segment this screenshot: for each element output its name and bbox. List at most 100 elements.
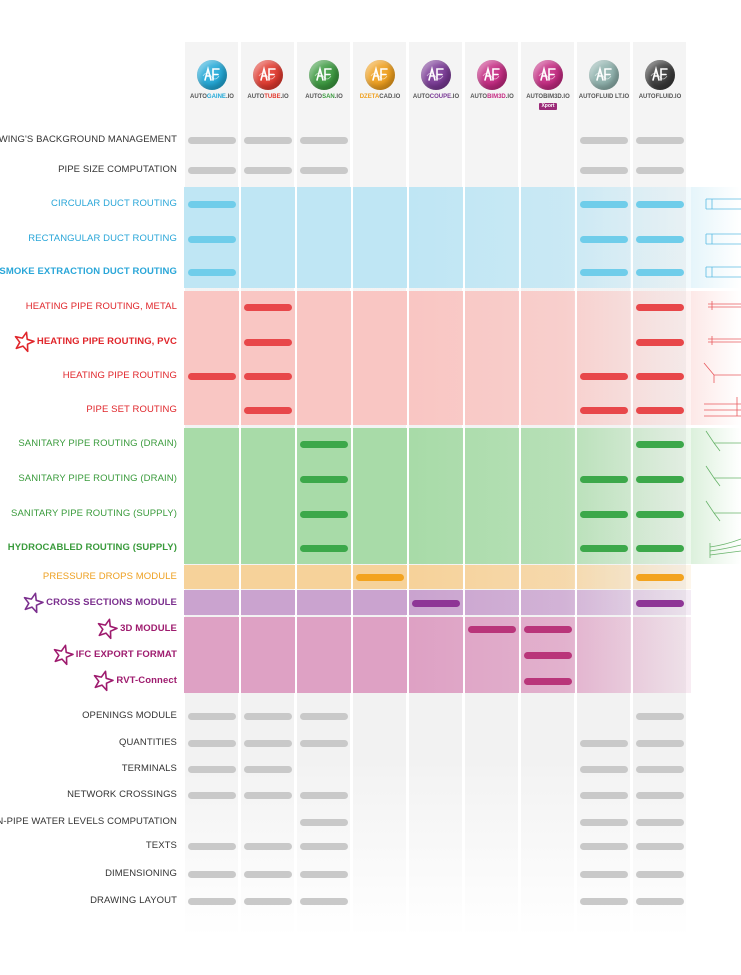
feature-availability-mark	[244, 713, 292, 720]
feature-label: SMOKE EXTRACTION DUCT ROUTING	[0, 266, 177, 277]
feature-availability-mark	[636, 304, 684, 311]
feature-availability-mark	[300, 476, 348, 483]
band-red	[184, 291, 691, 425]
product-logo-icon	[365, 60, 395, 90]
feature-availability-mark	[188, 766, 236, 773]
feature-availability-mark	[188, 713, 236, 720]
feature-availability-mark	[580, 373, 628, 380]
feature-label: QUANTITIES	[118, 737, 177, 748]
feature-label: HEATING PIPE ROUTING, METAL	[25, 301, 177, 312]
column-divider	[295, 291, 297, 425]
product-name-suffix: DZETA	[359, 94, 380, 100]
feature-availability-mark	[244, 137, 292, 144]
column-divider	[351, 291, 353, 425]
feature-thumbnail-icon	[700, 533, 741, 563]
column-divider	[631, 428, 633, 564]
product-name: AUTOBIM3D.IO	[518, 94, 578, 100]
feature-availability-mark	[636, 441, 684, 448]
column-divider	[519, 428, 521, 564]
feature-availability-mark	[244, 304, 292, 311]
feature-label: HYDROCABLED ROUTING (SUPPLY)	[7, 542, 177, 553]
feature-thumbnail-icon	[700, 327, 741, 357]
column-divider	[239, 617, 241, 693]
feature-availability-mark	[580, 792, 628, 799]
feature-availability-mark	[636, 545, 684, 552]
feature-availability-mark	[300, 871, 348, 878]
feature-availability-mark	[244, 843, 292, 850]
feature-availability-mark	[580, 843, 628, 850]
column-divider	[463, 565, 465, 589]
column-divider	[407, 291, 409, 425]
product-name-ext: .IO	[561, 94, 570, 100]
product-name-suffix: SAN	[322, 94, 335, 100]
column-divider	[295, 565, 297, 589]
product-badge: Xport	[539, 103, 557, 110]
column-divider	[631, 187, 633, 288]
product-name-prefix: AUTO	[305, 94, 323, 100]
feature-availability-mark	[300, 713, 348, 720]
feature-availability-mark	[356, 574, 404, 581]
feature-availability-mark	[188, 137, 236, 144]
column-divider	[575, 617, 577, 693]
column-divider	[463, 428, 465, 564]
feature-label: PRESSURE DROPS MODULE	[42, 571, 177, 582]
band-extension	[691, 187, 741, 288]
feature-availability-mark	[188, 269, 236, 276]
product-logo-icon	[477, 60, 507, 90]
feature-availability-mark	[468, 626, 516, 633]
column-divider	[239, 590, 241, 615]
column-divider	[631, 291, 633, 425]
feature-availability-mark	[636, 339, 684, 346]
product-name-ext: .IO	[280, 94, 289, 100]
feature-availability-mark	[580, 545, 628, 552]
feature-label: SANITARY PIPE ROUTING (SUPPLY)	[11, 508, 177, 519]
new-feature-star-icon	[13, 331, 35, 358]
column-divider	[463, 291, 465, 425]
product-name-ext: .IO	[451, 94, 460, 100]
column-divider	[463, 617, 465, 693]
feature-availability-mark	[580, 898, 628, 905]
feature-availability-mark	[412, 600, 460, 607]
column-divider	[519, 590, 521, 615]
product-name-ext: .IO	[673, 94, 682, 100]
feature-label: RVT-Connect	[116, 675, 177, 686]
feature-availability-mark	[188, 373, 236, 380]
column-divider	[631, 617, 633, 693]
feature-availability-mark	[580, 819, 628, 826]
feature-availability-mark	[636, 236, 684, 243]
feature-availability-mark	[636, 269, 684, 276]
product-name-ext: .IO	[225, 94, 234, 100]
feature-availability-mark	[636, 574, 684, 581]
feature-availability-mark	[300, 843, 348, 850]
feature-availability-mark	[188, 167, 236, 174]
feature-availability-mark	[244, 740, 292, 747]
feature-label: NETWORK CROSSINGS	[67, 789, 177, 800]
feature-label: TERMINALS	[121, 763, 177, 774]
product-name-ext: .IO	[505, 94, 514, 100]
column-divider	[407, 187, 409, 288]
column-divider	[239, 187, 241, 288]
column-divider	[575, 428, 577, 564]
column-divider	[631, 590, 633, 615]
column-divider	[239, 428, 241, 564]
feature-label: PIPE SIZE COMPUTATION	[58, 164, 177, 175]
feature-label: CROSS SECTIONS MODULE	[46, 597, 177, 608]
column-divider	[407, 428, 409, 564]
product-name-suffix: FLUID	[595, 94, 614, 100]
feature-label: IN-PIPE WATER LEVELS COMPUTATION	[0, 816, 177, 827]
band-green	[184, 428, 691, 564]
feature-availability-mark	[244, 167, 292, 174]
feature-availability-mark	[300, 511, 348, 518]
feature-thumbnail-icon	[700, 361, 741, 391]
column-divider	[295, 617, 297, 693]
feature-thumbnail-icon	[700, 189, 741, 219]
feature-availability-mark	[636, 407, 684, 414]
column-divider	[351, 565, 353, 589]
product-name-suffix: TUBE	[264, 94, 281, 100]
feature-availability-mark	[636, 871, 684, 878]
product-name: AUTOGAINE.IO	[182, 94, 242, 100]
column-divider	[519, 291, 521, 425]
new-feature-star-icon	[52, 644, 74, 671]
feature-availability-mark	[244, 407, 292, 414]
